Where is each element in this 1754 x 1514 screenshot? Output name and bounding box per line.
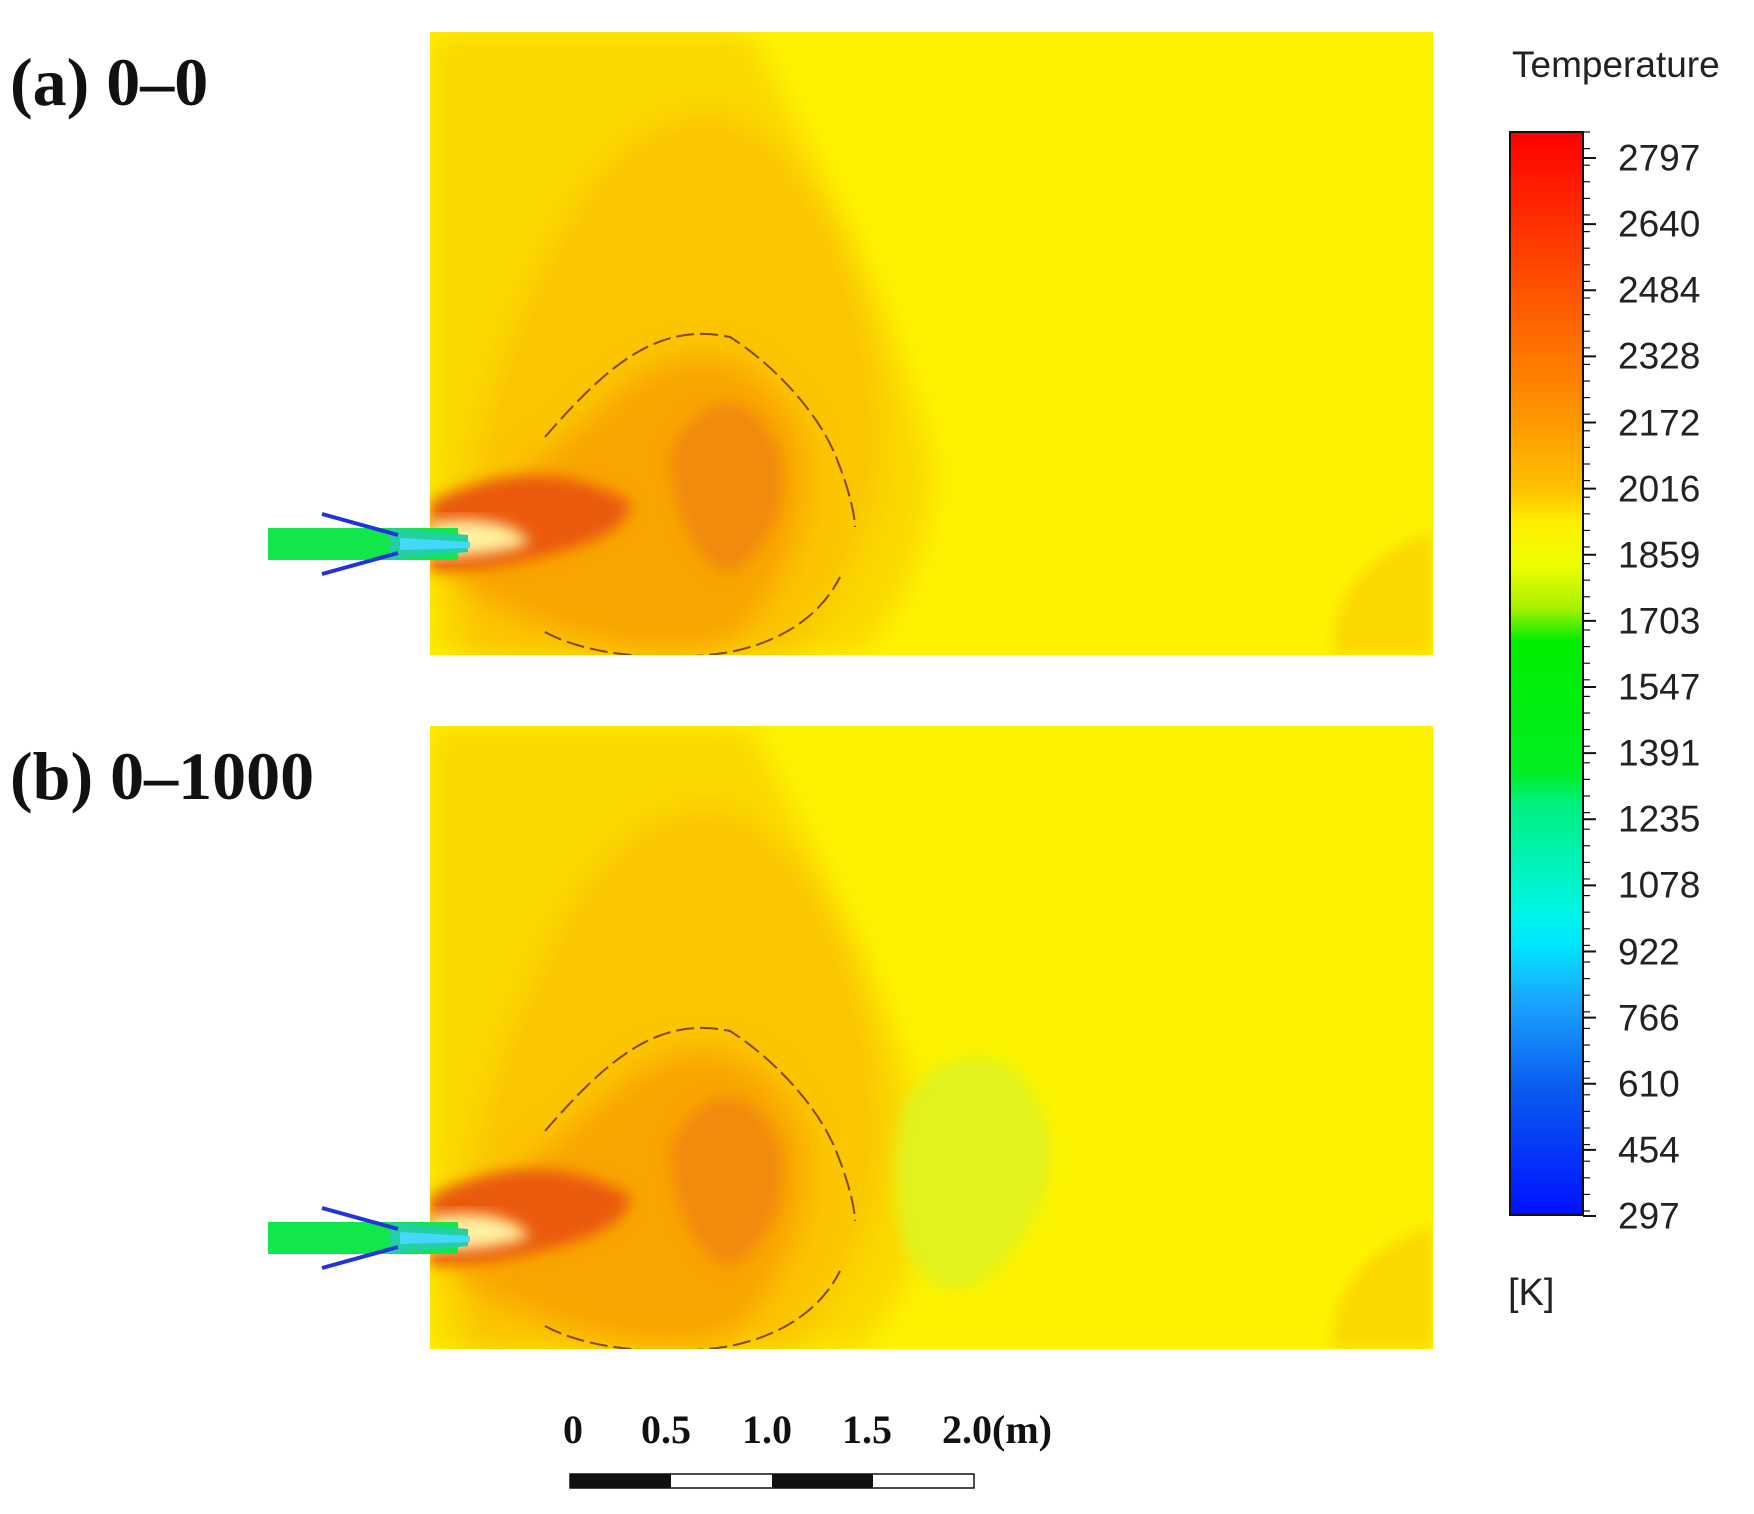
scale-bar (569, 1473, 975, 1489)
colorbar-tick-label: 1859 (1618, 534, 1701, 576)
colorbar-tick-label: 2640 (1618, 203, 1701, 245)
legend-title: Temperature (1512, 44, 1720, 85)
colorbar-tick-label: 1547 (1618, 666, 1701, 708)
colorbar-tick-label: 610 (1618, 1063, 1680, 1105)
panel-a-label: (a) 0–0 (10, 44, 209, 120)
scale-bar-label: 2.0(m) (942, 1407, 1052, 1452)
colorbar-ticks (1583, 131, 1596, 1217)
colorbar-tick-label: 1703 (1618, 600, 1701, 642)
legend-unit: [K] (1508, 1272, 1555, 1314)
colorbar-tick-label: 2328 (1618, 335, 1701, 377)
cooler-zone-b (894, 1057, 1051, 1290)
colorbar-tick-label: 454 (1618, 1129, 1680, 1171)
colorbar-tick-label: 297 (1618, 1195, 1680, 1237)
burner-nozzle-a (268, 512, 470, 576)
contour-panel-b (430, 726, 1433, 1351)
colorbar-tick-label: 1235 (1618, 798, 1701, 840)
panel-b-label: (b) 0–1000 (10, 738, 315, 814)
colorbar-tick-label: 2172 (1618, 402, 1701, 443)
scale-bar-label: 0.5 (641, 1407, 691, 1452)
colorbar-tick-label: 1391 (1618, 732, 1701, 774)
colorbar-tick-label: 766 (1618, 997, 1680, 1039)
scale-bar-label: 1.5 (842, 1407, 892, 1452)
burner-nozzle-b (268, 1206, 470, 1270)
colorbar-tick-label: 2797 (1618, 137, 1701, 179)
colorbar-tick-label: 2016 (1618, 468, 1701, 510)
temperature-colorbar (1509, 131, 1596, 1217)
scale-bar-label: 1.0 (742, 1407, 792, 1452)
colorbar-tick-label: 922 (1618, 931, 1680, 972)
colorbar-tick-label: 2484 (1618, 269, 1701, 311)
contour-panel-a (430, 32, 1433, 657)
scale-bar-label: 0 (563, 1407, 583, 1452)
colorbar-tick-label: 1078 (1618, 864, 1701, 906)
